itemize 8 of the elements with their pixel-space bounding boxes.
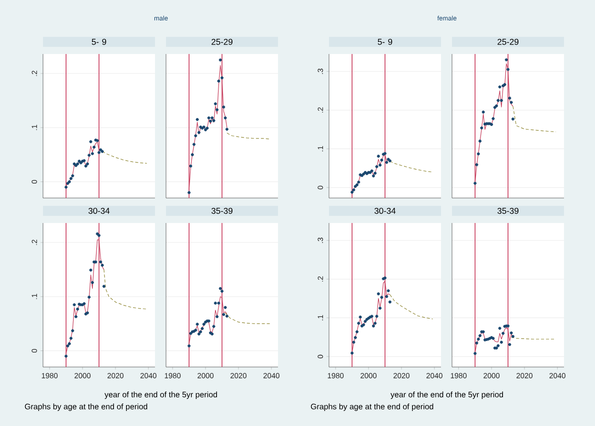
chart-title: 30-34: [374, 208, 396, 214]
chart-title: 35-39: [212, 208, 232, 214]
chart-title: 25-29: [212, 38, 232, 45]
chart-title: 35-39: [498, 208, 518, 214]
chart-title: 25-29: [498, 38, 518, 45]
chart-title: 5- 9: [92, 38, 106, 45]
chart-title: 30-34: [88, 208, 110, 214]
chart-title: 5- 9: [378, 38, 392, 45]
